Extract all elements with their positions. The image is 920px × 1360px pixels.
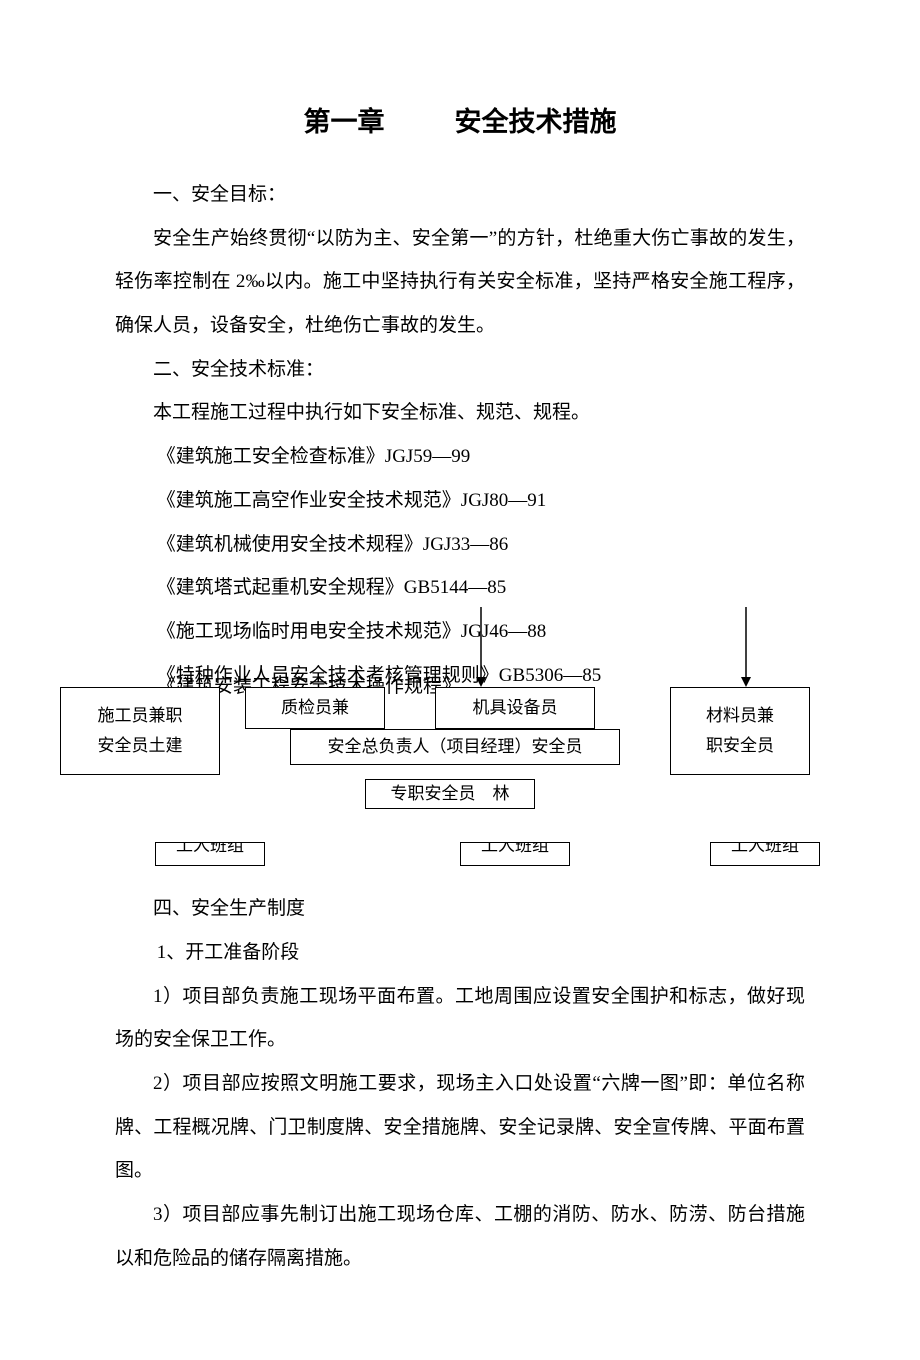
section-4-heading: 四、安全生产制度 <box>115 887 805 931</box>
org-box-label: 工人班组 <box>731 842 799 861</box>
arrow-icon <box>740 607 752 687</box>
org-box-label: 工人班组 <box>481 842 549 861</box>
org-box-label: 安全员土建 <box>98 731 183 762</box>
chapter-number: 第一章 <box>304 107 385 137</box>
standard-item: 《建筑施工高空作业安全技术规范》JGJ80—91 <box>115 479 805 523</box>
document-page: 第一章 安全技术措施 一、安全目标： 安全生产始终贯彻“以防为主、安全第一”的方针… <box>0 0 920 1360</box>
section-4-sub1: 1、开工准备阶段 <box>115 931 805 975</box>
org-box-label: 机具设备员 <box>473 693 558 724</box>
chapter-name: 安全技术措施 <box>455 107 617 137</box>
section-4-p1: 1）项目部负责施工现场平面布置。工地周围应设置安全围护和标志，做好现场的安全保卫… <box>115 975 805 1062</box>
org-diagram: 《建筑安装工程安全技术操作规程》 体系： 安全总负责人（项目经理）安全员 专职安… <box>115 667 805 887</box>
org-box-equipment: 机具设备员 <box>435 687 595 729</box>
standard-item: 《建筑机械使用安全技术规程》JGJ33—86 <box>115 523 805 567</box>
section-2-intro: 本工程施工过程中执行如下安全标准、规范、规程。 <box>115 391 805 435</box>
org-box-team: 工人班组 <box>710 842 820 866</box>
org-box-label: 工人班组 <box>176 842 244 861</box>
org-box-material: 材料员兼 职安全员 <box>670 687 810 775</box>
chapter-title: 第一章 安全技术措施 <box>115 100 805 139</box>
section-4-p3: 3）项目部应事先制订出施工现场仓库、工棚的消防、防水、防涝、防台措施以和危险品的… <box>115 1193 805 1280</box>
org-box-label: 职安全员 <box>706 731 774 762</box>
org-box-label: 专职安全员 林 <box>391 779 510 810</box>
org-box-label: 施工员兼职 <box>98 701 183 732</box>
standard-item: 《建筑塔式起重机安全规程》GB5144—85 <box>115 566 805 610</box>
standard-item: 《建筑施工安全检查标准》JGJ59—99 <box>115 435 805 479</box>
org-box-team: 工人班组 <box>155 842 265 866</box>
standard-item: 《施工现场临时用电安全技术规范》JGJ46—88 <box>115 610 805 654</box>
org-box-construction: 施工员兼职 安全员土建 <box>60 687 220 775</box>
org-box-manager: 安全总负责人（项目经理）安全员 <box>290 729 620 765</box>
org-box-team: 工人班组 <box>460 842 570 866</box>
section-1-heading: 一、安全目标： <box>115 173 805 217</box>
org-box-safety-officer: 专职安全员 林 <box>365 779 535 809</box>
org-box-label: 安全总负责人（项目经理）安全员 <box>328 732 583 763</box>
org-box-label: 材料员兼 <box>706 701 774 732</box>
section-4-p2: 2）项目部应按照文明施工要求，现场主入口处设置“六牌一图”即：单位名称牌、工程概… <box>115 1062 805 1193</box>
section-1-body: 安全生产始终贯彻“以防为主、安全第一”的方针，杜绝重大伤亡事故的发生，轻伤率控制… <box>115 217 805 348</box>
arrow-icon <box>475 607 487 687</box>
org-box-quality: 质检员兼 <box>245 687 385 729</box>
org-box-label: 质检员兼 <box>281 693 349 724</box>
section-2-heading: 二、安全技术标准： <box>115 348 805 392</box>
